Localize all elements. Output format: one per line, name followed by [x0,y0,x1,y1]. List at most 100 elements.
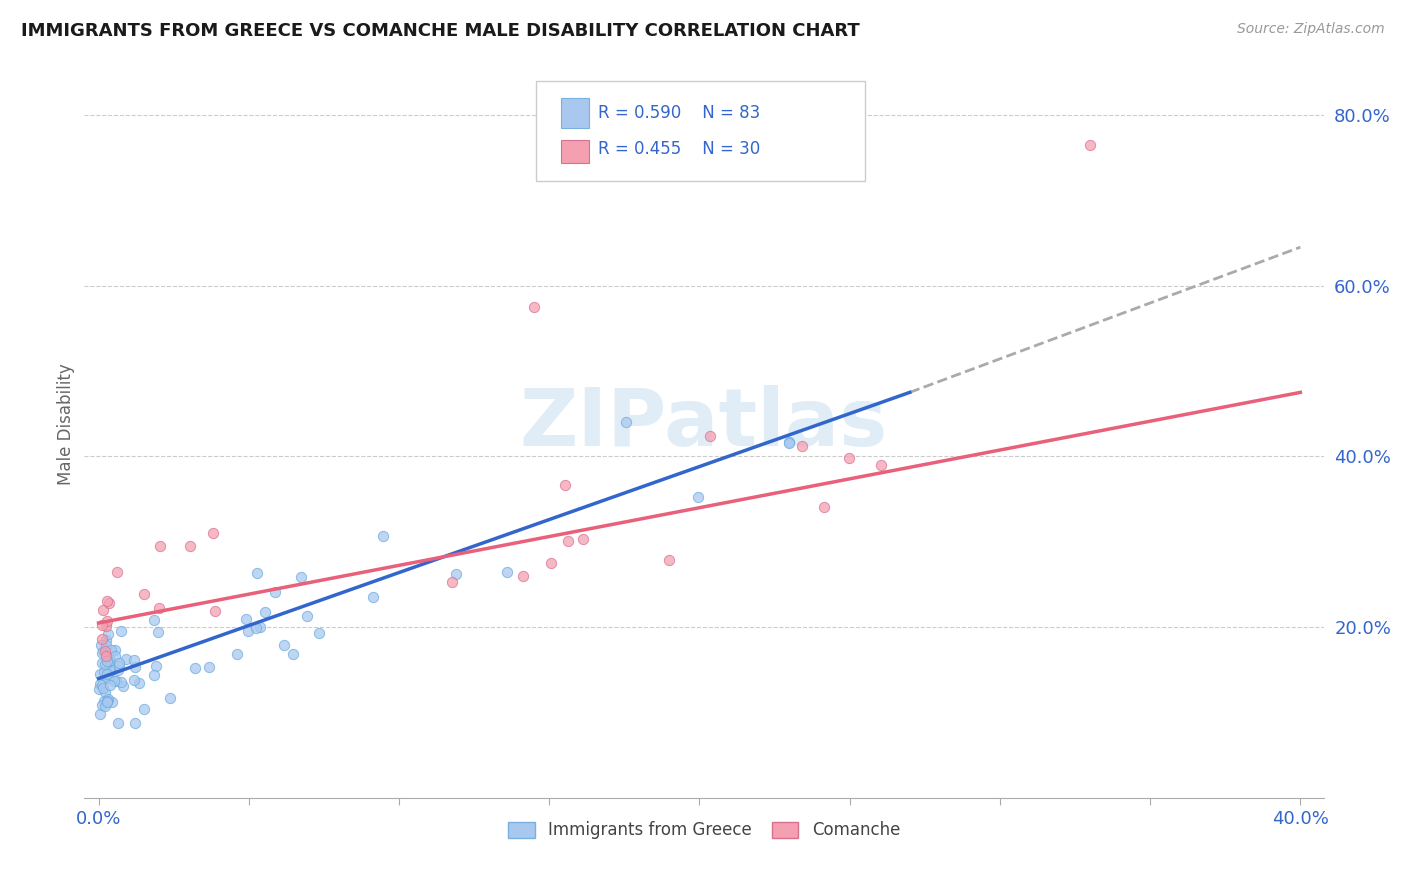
Point [295,608,318,623]
Point [101,695,124,709]
Point [197,659,219,673]
Point [179,540,201,554]
Text: Source: ZipAtlas.com: Source: ZipAtlas.com [1237,22,1385,37]
Point [94,698,117,713]
Point [184,661,207,675]
Point [97,655,120,669]
Point [235,612,257,626]
Point [93,681,115,695]
Point [90,646,112,660]
Point [97,692,120,706]
Point [283,647,305,661]
Point [107,715,129,730]
Point [97,627,120,641]
Bar [561,140,589,163]
Point [246,566,269,581]
Point [91,698,114,712]
Point [290,570,312,584]
FancyBboxPatch shape [537,80,865,181]
Point [245,621,267,635]
Point [103,673,125,688]
Point [96,695,118,709]
Point [104,673,127,688]
Point [264,585,287,599]
Point [94,657,117,671]
Point [838,451,860,466]
Point [94,633,117,648]
Point [91,678,114,692]
Point [93,694,115,708]
Point [94,644,117,658]
Point [91,603,114,617]
Point [148,600,170,615]
Point [446,566,468,581]
Point [107,663,129,677]
Point [91,656,114,670]
Point [792,439,814,453]
Point [132,702,155,716]
Point [111,679,134,693]
Text: ZIPatlas: ZIPatlas [520,385,889,464]
Point [94,685,117,699]
Point [98,660,121,674]
Point [225,647,247,661]
Point [124,659,146,673]
Legend: Immigrants from Greece, Comanche: Immigrants from Greece, Comanche [501,814,907,846]
Point [540,556,562,570]
Point [96,665,118,679]
Point [1078,137,1101,152]
Point [90,638,112,652]
Point [778,436,800,450]
Point [132,587,155,601]
Point [122,673,145,688]
Point [96,619,118,633]
Point [204,604,226,618]
Point [361,590,384,604]
Point [110,675,132,690]
Point [142,667,165,681]
Point [778,434,800,449]
Point [100,643,122,657]
Point [440,575,463,590]
Point [238,624,260,638]
Point [96,654,118,668]
Y-axis label: Male Disability: Male Disability [58,364,75,485]
Point [128,675,150,690]
Point [496,565,519,579]
Point [105,565,128,579]
Point [97,655,120,669]
Point [108,657,131,671]
Point [89,666,111,681]
Point [89,682,111,697]
Point [97,671,120,685]
Point [148,624,170,639]
Point [273,638,295,652]
Point [108,658,131,673]
Point [98,650,121,665]
Point [202,526,225,541]
Point [104,648,127,663]
Point [159,690,181,705]
Point [98,677,121,691]
Point [90,632,112,647]
Point [614,415,637,429]
Point [89,706,111,721]
Point [104,643,127,657]
Point [308,626,330,640]
Point [699,428,721,442]
Point [523,300,546,314]
Point [94,648,117,663]
Point [658,553,681,567]
Point [371,529,394,543]
Point [688,491,710,505]
Point [115,652,138,666]
Point [554,478,576,492]
Text: R = 0.590    N = 83: R = 0.590 N = 83 [599,103,761,121]
Point [254,605,277,619]
Bar [561,98,589,128]
Text: R = 0.455    N = 30: R = 0.455 N = 30 [599,140,761,159]
Point [143,613,166,627]
Point [557,534,579,549]
Point [124,716,146,731]
Point [93,665,115,680]
